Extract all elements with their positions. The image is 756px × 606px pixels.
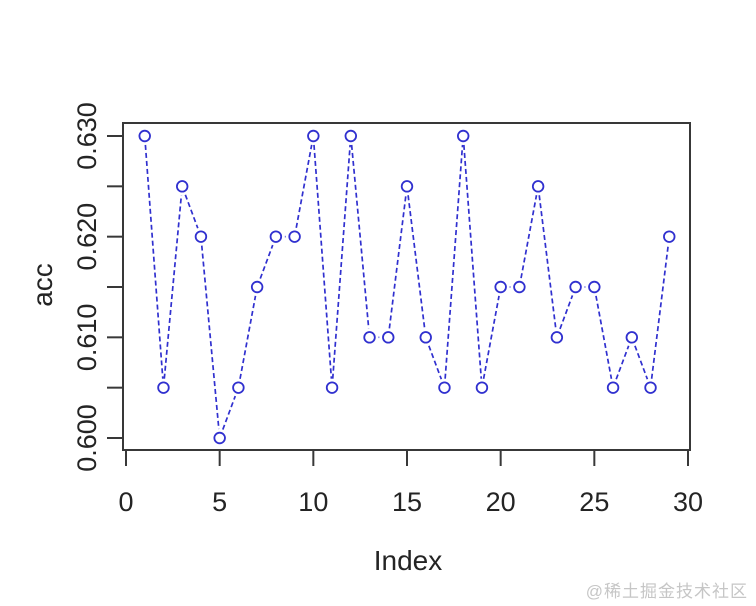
data-point-marker xyxy=(344,129,358,143)
data-point-marker xyxy=(400,180,414,193)
data-point-marker xyxy=(588,280,601,294)
data-point-marker xyxy=(531,180,545,193)
series-segment xyxy=(295,144,313,228)
y-tick-label: 0.600 xyxy=(72,404,102,472)
series-segment xyxy=(259,244,274,279)
series-segment xyxy=(200,245,220,430)
series-segment xyxy=(559,295,574,330)
series-segment xyxy=(444,144,464,379)
series-segment xyxy=(388,195,407,329)
series-segment xyxy=(407,195,426,329)
data-point-marker xyxy=(569,280,582,294)
series-segment xyxy=(350,144,370,329)
series-segment xyxy=(222,395,237,430)
x-tick-label: 15 xyxy=(392,487,422,517)
data-point-marker xyxy=(325,381,339,394)
data-point-marker xyxy=(269,230,283,243)
data-point-marker xyxy=(475,381,489,394)
series-segment xyxy=(615,345,630,380)
series-segment xyxy=(595,295,613,379)
y-tick-label: 0.620 xyxy=(72,203,102,271)
data-point-marker xyxy=(307,129,320,143)
x-tick-label: 30 xyxy=(673,487,703,517)
series-segment xyxy=(428,345,443,380)
data-point-marker xyxy=(513,280,526,294)
data-point-marker xyxy=(663,230,676,243)
data-series-layer xyxy=(138,129,676,445)
data-point-marker xyxy=(550,331,564,344)
axes-layer: 0 5 10 15 20 25 30 0.600 0.610 0.620 0.630 xyxy=(72,102,703,517)
series-segment xyxy=(650,245,670,379)
series-segment xyxy=(634,345,649,380)
plot-box xyxy=(122,122,691,451)
y-tick-label: 0.610 xyxy=(72,304,102,372)
data-point-marker xyxy=(250,280,264,294)
data-point-marker xyxy=(382,331,395,344)
data-point-marker xyxy=(138,129,151,143)
series-segment xyxy=(463,144,483,379)
y-tick-label: 0.630 xyxy=(72,102,102,170)
x-tick-label: 25 xyxy=(579,487,609,517)
y-axis-title: acc xyxy=(27,263,58,307)
series-segment xyxy=(313,144,333,379)
data-point-marker xyxy=(157,381,170,394)
x-axis-title: Index xyxy=(374,545,443,576)
x-tick-label: 5 xyxy=(212,487,227,517)
watermark: @稀土掘金技术社区 xyxy=(585,582,748,601)
data-point-marker xyxy=(438,381,451,394)
series-segment xyxy=(239,295,257,379)
series-segment xyxy=(482,295,500,379)
data-point-marker xyxy=(644,381,657,394)
data-point-marker xyxy=(213,431,226,445)
data-point-marker xyxy=(175,180,189,193)
x-tick-label: 10 xyxy=(298,487,328,517)
data-point-marker xyxy=(606,381,620,394)
x-tick-label: 20 xyxy=(486,487,516,517)
data-point-marker xyxy=(625,331,639,344)
data-point-marker xyxy=(288,230,301,243)
data-point-marker xyxy=(494,280,507,294)
data-point-marker xyxy=(194,230,208,243)
x-tick-label: 0 xyxy=(118,487,133,517)
data-point-marker xyxy=(232,381,245,394)
series-segment xyxy=(163,195,183,379)
series-segment xyxy=(520,195,538,279)
data-point-marker xyxy=(419,331,432,344)
series-segment xyxy=(144,144,164,379)
series-segment xyxy=(331,144,351,379)
series-segment xyxy=(538,195,557,329)
series-segment xyxy=(184,194,199,229)
data-point-marker xyxy=(457,129,470,143)
data-point-marker xyxy=(363,331,376,344)
